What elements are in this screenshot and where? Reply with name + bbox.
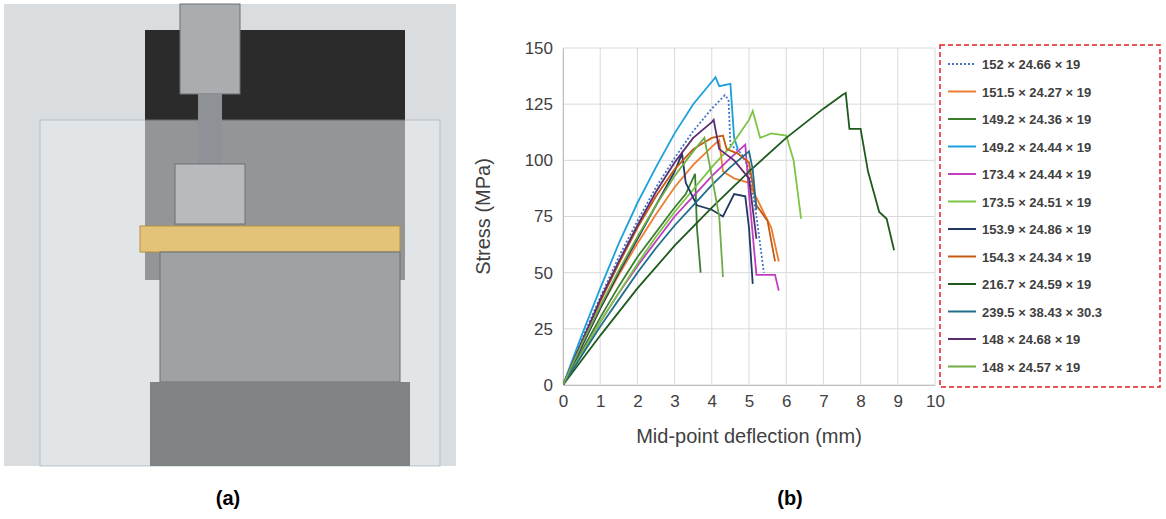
x-tick: 4 — [708, 385, 717, 411]
y-tick-label: 0 — [544, 376, 553, 395]
legend-label: 173.5 × 24.51 × 19 — [982, 195, 1091, 210]
legend-swatch — [948, 201, 976, 203]
photo-base — [150, 382, 410, 466]
series-line — [563, 140, 779, 385]
photo-loader — [175, 164, 245, 224]
x-tick: 1 — [596, 385, 605, 411]
legend-label: 148 × 24.68 × 19 — [982, 332, 1080, 347]
legend-box — [940, 45, 1160, 387]
legend: 152 × 24.66 × 19 151.5 × 24.27 × 19 149.2 … — [940, 45, 1160, 387]
x-axis-title: Mid-point deflection (mm) — [636, 425, 862, 447]
series-line — [563, 138, 723, 385]
x-tick-label: 1 — [596, 392, 605, 411]
legend-label: 153.9 × 24.86 × 19 — [982, 222, 1091, 237]
grid-line-y — [563, 48, 935, 49]
grid-line-y — [563, 216, 935, 217]
legend-label: 149.2 × 24.44 × 19 — [982, 140, 1091, 155]
x-tick-label: 0 — [559, 392, 568, 411]
photo-panel — [4, 4, 456, 466]
chart: 0123456789100255075100125150Mid-point de… — [472, 39, 1160, 447]
legend-label: 152 × 24.66 × 19 — [982, 57, 1080, 72]
x-tick: 6 — [782, 385, 791, 411]
y-axis: 0 25 50 75 100 125 150 — [525, 39, 564, 395]
y-tick: 0 — [544, 376, 563, 395]
legend-swatch — [948, 118, 976, 120]
legend-swatch — [948, 173, 976, 175]
photo-background — [4, 4, 456, 466]
panel-label: (b) — [777, 487, 803, 509]
x-tick: 0 — [559, 385, 568, 411]
figure: (a)0123456789100255075100125150Mid-point… — [0, 0, 1166, 519]
x-tick-label: 4 — [708, 392, 717, 411]
grid-line-y — [563, 104, 935, 105]
x-tick-label: 8 — [856, 392, 865, 411]
x-tick: 2 — [633, 385, 642, 411]
y-tick: 25 — [534, 320, 563, 339]
legend-label: 154.3 × 24.34 × 19 — [982, 250, 1091, 265]
grid-line-y — [563, 328, 935, 329]
legend-swatch — [948, 91, 976, 93]
x-tick: 3 — [670, 385, 679, 411]
y-tick-label: 100 — [525, 151, 553, 170]
legend-swatch — [948, 283, 976, 285]
y-tick-label: 125 — [525, 95, 553, 114]
x-tick: 7 — [819, 385, 828, 411]
legend-swatch — [948, 338, 976, 340]
y-tick-label: 50 — [534, 264, 553, 283]
series-line — [563, 136, 775, 385]
y-tick: 50 — [534, 264, 563, 283]
y-tick-label: 25 — [534, 320, 553, 339]
legend-label: 151.5 × 24.27 × 19 — [982, 85, 1091, 100]
y-tick: 150 — [525, 39, 563, 58]
series-line — [563, 93, 894, 385]
y-tick: 125 — [525, 95, 563, 114]
legend-label: 239.5 × 38.43 × 30.3 — [982, 305, 1102, 320]
photo-support — [160, 252, 400, 382]
x-tick-label: 6 — [782, 392, 791, 411]
y-tick-label: 75 — [534, 207, 553, 226]
photo-enclosure — [40, 120, 440, 466]
legend-swatch — [948, 366, 976, 368]
legend-label: 148 × 24.57 × 19 — [982, 360, 1080, 375]
x-tick: 10 — [926, 385, 945, 411]
x-tick: 8 — [856, 385, 865, 411]
series-line — [563, 120, 756, 385]
y-tick-label: 150 — [525, 39, 553, 58]
y-tick: 100 — [525, 151, 563, 170]
photo-crosshead — [180, 4, 240, 94]
photo-rod — [198, 94, 222, 164]
grid — [563, 48, 935, 385]
legend-label: 216.7 × 24.59 × 19 — [982, 277, 1091, 292]
y-tick: 75 — [534, 207, 563, 226]
series-line — [563, 111, 801, 385]
x-axis: 0 1 2 3 4 5 6 7 8 9 10 — [559, 385, 945, 411]
grid-line-x — [563, 48, 564, 385]
panel-label: (a) — [216, 487, 240, 509]
x-tick-label: 3 — [670, 392, 679, 411]
legend-swatch — [948, 63, 976, 65]
grid-line-y — [563, 160, 935, 161]
legend-label: 149.2 × 24.36 × 19 — [982, 112, 1091, 127]
x-tick: 5 — [745, 385, 754, 411]
x-axis-line — [564, 385, 936, 386]
legend-swatch — [948, 146, 976, 148]
legend-swatch — [948, 256, 976, 258]
photo-specimen — [140, 226, 400, 252]
x-tick: 9 — [894, 385, 903, 411]
x-tick-label: 10 — [926, 392, 945, 411]
legend-swatch — [948, 311, 976, 313]
x-tick-label: 9 — [894, 392, 903, 411]
x-tick-label: 2 — [633, 392, 642, 411]
x-tick-label: 7 — [819, 392, 828, 411]
x-tick-label: 5 — [745, 392, 754, 411]
legend-swatch — [948, 228, 976, 230]
y-axis-title: Stress (MPa) — [472, 158, 494, 275]
y-axis-line — [563, 49, 564, 386]
legend-label: 173.4 × 24.44 × 19 — [982, 167, 1091, 182]
lines — [563, 77, 894, 385]
grid-line-y — [563, 385, 935, 386]
